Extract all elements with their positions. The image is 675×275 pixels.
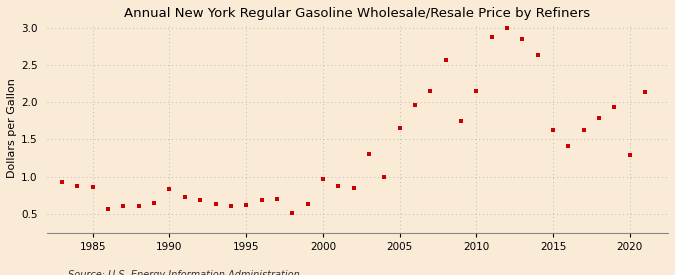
Point bbox=[593, 116, 604, 120]
Text: Source: U.S. Energy Information Administration: Source: U.S. Energy Information Administ… bbox=[68, 271, 299, 275]
Point bbox=[563, 144, 574, 148]
Point bbox=[533, 53, 543, 57]
Point bbox=[271, 197, 282, 201]
Y-axis label: Dollars per Gallon: Dollars per Gallon bbox=[7, 78, 17, 178]
Point bbox=[57, 180, 68, 184]
Point bbox=[72, 184, 83, 189]
Point bbox=[624, 153, 635, 157]
Point bbox=[164, 187, 175, 191]
Point bbox=[348, 186, 359, 190]
Point bbox=[471, 89, 482, 93]
Point bbox=[256, 197, 267, 202]
Point bbox=[333, 184, 344, 189]
Point bbox=[425, 89, 435, 93]
Point bbox=[180, 194, 190, 199]
Point bbox=[148, 200, 159, 205]
Point bbox=[440, 57, 451, 62]
Point bbox=[547, 128, 558, 132]
Point bbox=[517, 37, 528, 41]
Point bbox=[302, 202, 313, 207]
Point bbox=[456, 119, 466, 123]
Point bbox=[364, 152, 375, 156]
Point bbox=[195, 198, 206, 203]
Point bbox=[410, 103, 421, 107]
Point bbox=[640, 90, 651, 95]
Point bbox=[241, 203, 252, 207]
Point bbox=[578, 128, 589, 132]
Point bbox=[379, 174, 389, 179]
Point bbox=[134, 204, 144, 209]
Point bbox=[225, 204, 236, 209]
Point bbox=[87, 185, 98, 189]
Point bbox=[317, 177, 328, 181]
Point bbox=[103, 207, 113, 211]
Point bbox=[486, 34, 497, 39]
Title: Annual New York Regular Gasoline Wholesale/Resale Price by Refiners: Annual New York Regular Gasoline Wholesa… bbox=[124, 7, 591, 20]
Point bbox=[609, 105, 620, 109]
Point bbox=[394, 126, 405, 130]
Point bbox=[210, 202, 221, 207]
Point bbox=[287, 211, 298, 215]
Point bbox=[118, 204, 129, 208]
Point bbox=[502, 25, 512, 30]
